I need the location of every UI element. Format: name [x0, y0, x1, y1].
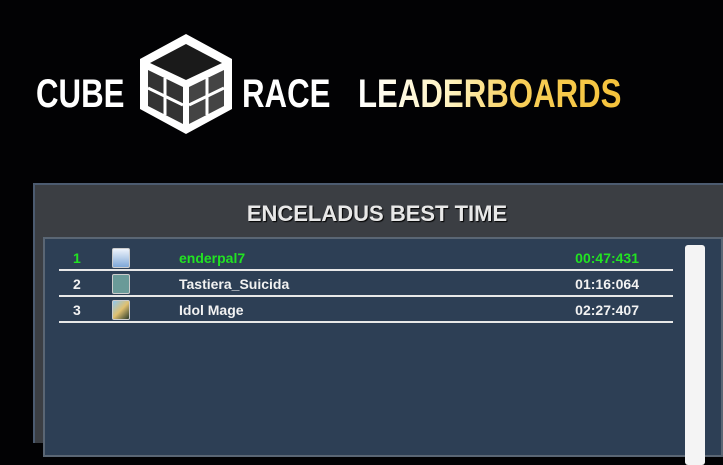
player-name: Idol Mage [179, 302, 244, 318]
leaderboards-title: LEADERBOARDS [358, 72, 622, 116]
leaderboard-list: 1 enderpal7 00:47:431 2 Tastiera_Suicida… [43, 237, 723, 465]
player-avatar-icon [112, 274, 130, 294]
cube-logo-icon [140, 34, 232, 134]
best-time: 02:27:407 [575, 302, 639, 318]
rank: 2 [73, 276, 81, 292]
game-logo: CUBE RACE LEADERBOARDS [36, 34, 676, 136]
rank: 1 [73, 250, 81, 266]
table-row[interactable]: 2 Tastiera_Suicida 01:16:064 [59, 271, 673, 297]
leaderboard-title: ENCELADUS BEST TIME [246, 201, 508, 226]
best-time: 01:16:064 [575, 276, 639, 292]
leaderboard-panel: ENCELADUS BEST TIME 1 enderpal7 00:47:43… [33, 183, 723, 465]
player-name: Tastiera_Suicida [179, 276, 290, 292]
table-row[interactable]: 3 Idol Mage 02:27:407 [59, 297, 673, 323]
player-name: enderpal7 [179, 250, 246, 266]
best-time: 00:47:431 [575, 250, 639, 266]
scrollbar[interactable] [685, 245, 705, 465]
logo-text-race: RACE [242, 72, 331, 116]
player-avatar-icon [112, 248, 130, 268]
table-row[interactable]: 1 enderpal7 00:47:431 [59, 245, 673, 271]
rank: 3 [73, 302, 81, 318]
player-avatar-icon [112, 300, 130, 320]
logo-text-cube: CUBE [36, 72, 125, 116]
